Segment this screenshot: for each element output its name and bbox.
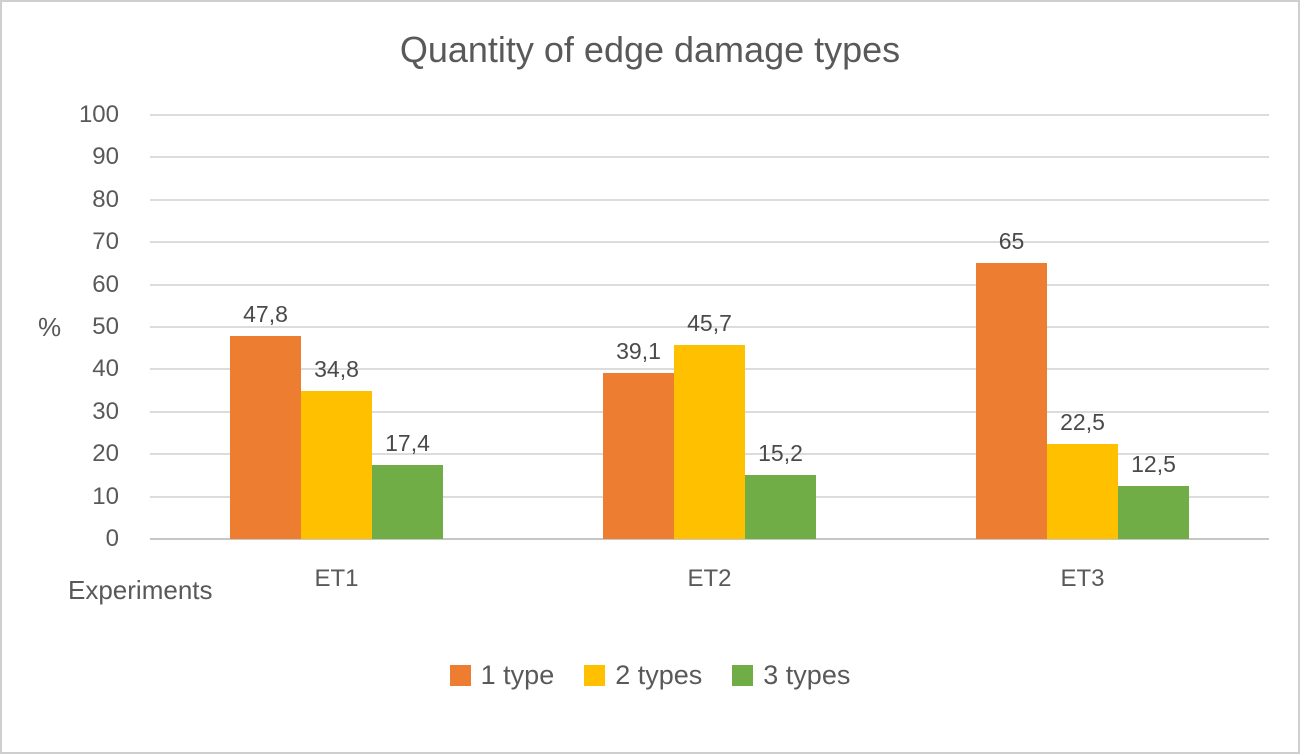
y-tick-label: 10 bbox=[92, 482, 119, 510]
bar-value-label: 22,5 bbox=[1060, 408, 1105, 435]
bar-value-label: 65 bbox=[998, 228, 1025, 255]
y-tick-label: 60 bbox=[92, 270, 119, 298]
x-category-label: ET3 bbox=[1060, 565, 1105, 592]
legend-swatch bbox=[732, 664, 754, 686]
legend-label: 1 type bbox=[480, 660, 555, 690]
legend-item: 3 types bbox=[732, 660, 850, 690]
chart-legend: 1 type 2 types 3 types bbox=[2, 660, 1298, 690]
y-tick-label: 20 bbox=[92, 440, 119, 468]
bar bbox=[603, 373, 674, 539]
bar-value-label: 45,7 bbox=[687, 310, 732, 337]
legend-item: 2 types bbox=[584, 660, 702, 690]
bar bbox=[976, 263, 1047, 539]
y-tick-label: 40 bbox=[92, 355, 119, 383]
y-tick-label: 70 bbox=[92, 228, 119, 256]
bar bbox=[1118, 486, 1189, 539]
y-tick-label: 80 bbox=[92, 185, 119, 213]
x-axis-line bbox=[150, 538, 1269, 540]
bar-value-label: 39,1 bbox=[616, 338, 661, 365]
y-axis-unit-label: % bbox=[38, 312, 62, 342]
gridline bbox=[150, 326, 1269, 328]
x-category-label: ET2 bbox=[687, 565, 732, 592]
legend-label: 2 types bbox=[615, 660, 703, 690]
bar bbox=[301, 391, 372, 539]
y-tick-label: 50 bbox=[92, 313, 119, 340]
bar-value-label: 34,8 bbox=[314, 356, 359, 383]
bar-value-label: 47,8 bbox=[243, 301, 288, 328]
y-tick-label: 90 bbox=[92, 143, 119, 171]
bar-value-label: 15,2 bbox=[758, 439, 803, 466]
bar bbox=[745, 474, 816, 539]
x-category-label: ET1 bbox=[314, 565, 359, 592]
legend-item: 1 type bbox=[449, 660, 555, 690]
bar-value-label: 17,4 bbox=[385, 430, 430, 457]
chart-title: Quantity of edge damage types bbox=[399, 29, 901, 70]
y-tick-label: 0 bbox=[105, 525, 119, 552]
y-tick-label: 100 bbox=[78, 101, 119, 128]
bar bbox=[1047, 443, 1118, 539]
gridline bbox=[150, 241, 1269, 244]
legend-swatch bbox=[449, 664, 471, 686]
legend-label: 3 types bbox=[763, 660, 851, 690]
gridline bbox=[150, 156, 1269, 159]
bar-value-label: 12,5 bbox=[1131, 451, 1176, 477]
bar bbox=[230, 336, 301, 539]
x-axis-title: Experiments bbox=[68, 575, 213, 605]
gridline bbox=[150, 114, 1269, 116]
gridline bbox=[150, 198, 1269, 201]
gridline bbox=[150, 283, 1269, 286]
bar bbox=[674, 345, 745, 539]
y-tick-label: 30 bbox=[92, 397, 119, 425]
plot-area: 47,8 39,1 65 34,8 45,7 22,5 17,4 15,2 12,5 bbox=[150, 114, 1269, 540]
bar bbox=[372, 465, 443, 539]
legend-swatch bbox=[584, 664, 606, 686]
